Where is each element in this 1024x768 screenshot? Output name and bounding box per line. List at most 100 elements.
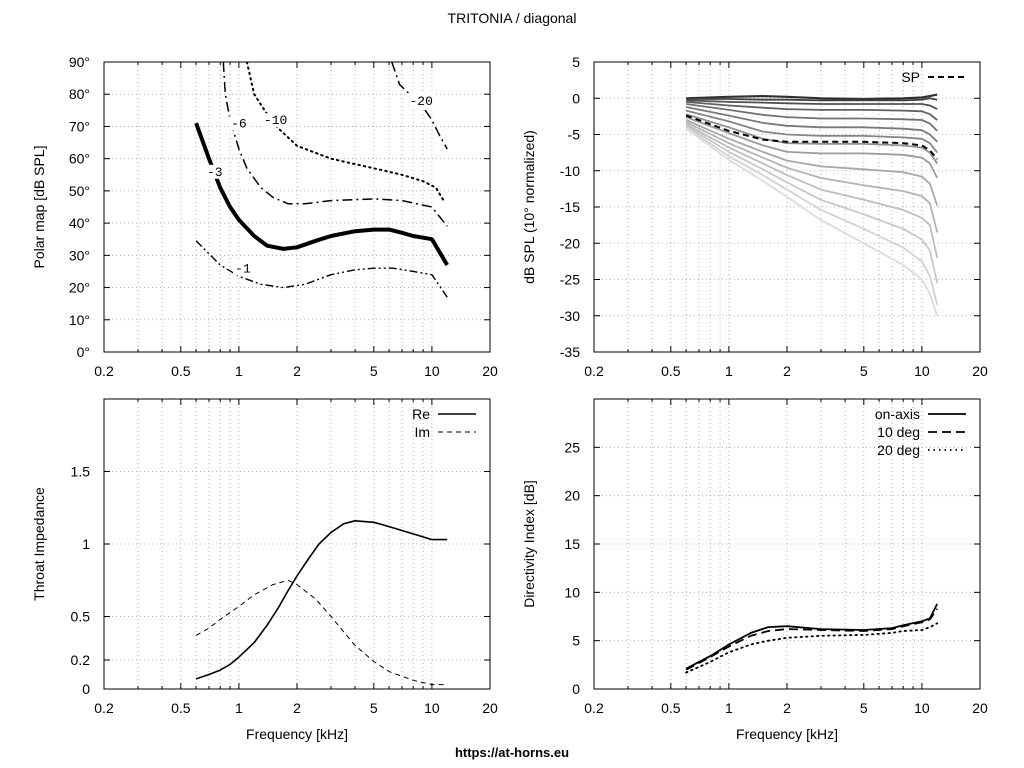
chart-1-series-14 [685, 127, 939, 317]
chart-1-x-tick-label: 0.5 [661, 363, 681, 379]
chart-0-contour-label-bg [407, 93, 436, 108]
chart-0-y-tick-label: 30° [69, 247, 90, 263]
chart-1-ylabel: dB SPL (10° normalized) [521, 130, 537, 284]
chart-1-series-sp [685, 114, 938, 160]
figure-title: TRITONIA / diagonal [448, 10, 577, 26]
chart-1-series-3 [686, 101, 938, 121]
chart-1-legend-label: SP [901, 69, 920, 85]
chart-1-series-9 [685, 119, 939, 206]
chart-0-contour-label: -6 [231, 116, 247, 131]
chart-0-x-tick-label: 1 [235, 363, 243, 379]
chart-1-y-tick-label: -20 [560, 235, 580, 251]
chart-0-x-tick-label: 2 [293, 363, 301, 379]
chart-3-x-tick-label: 0.5 [661, 700, 681, 716]
footer-url: https://at-horns.eu [455, 745, 569, 760]
chart-0-y-tick-label: 90° [69, 54, 90, 70]
chart-2-xlabel: Frequency [kHz] [246, 726, 348, 742]
chart-1-series-7 [685, 113, 938, 165]
chart-1-y-tick-label: -35 [560, 344, 580, 360]
chart-3-legend-label: 20 deg [877, 442, 920, 458]
chart-0-series-contour-10 [245, 62, 445, 202]
chart-0-series-contour-20 [391, 62, 448, 150]
chart-3-x-tick-label: 2 [783, 700, 791, 716]
chart-0-y-tick-label: 20° [69, 280, 90, 296]
chart-0-y-tick-label: 50° [69, 183, 90, 199]
chart-1-series-10 [685, 121, 939, 233]
chart-1-x-tick-label: 10 [914, 363, 930, 379]
chart-3-y-tick-label: 0 [572, 681, 580, 697]
chart-3-y-tick-label: 15 [564, 536, 580, 552]
chart-0-x-tick-label: 10 [424, 363, 440, 379]
chart-1-y-tick-label: 5 [572, 54, 580, 70]
chart-0-x-tick-label: 0.2 [94, 363, 114, 379]
chart-1-x-tick-label: 0.2 [584, 363, 604, 379]
chart-2-plot-area [195, 519, 448, 686]
chart-0-contour-label: -20 [409, 94, 432, 109]
chart-3-frame [593, 398, 981, 690]
polar-map-panel: 0.2 0.5 1 2 5 10 20 0° 10° 20° 30° 40° 50° 60° 70° 80° 9… [31, 54, 498, 379]
chart-1-series-0 [686, 93, 938, 101]
chart-1-series-13 [685, 126, 939, 306]
chart-2-legend-label: Re [412, 406, 430, 422]
chart-1-series-5 [685, 106, 938, 143]
chart-1-y-tick-label: -15 [560, 199, 580, 215]
chart-1-x-tick-label: 20 [972, 363, 988, 379]
chart-0-y-tick-label: 70° [69, 118, 90, 134]
chart-0-contour-label-bg [232, 261, 253, 276]
chart-1-y-tick-label: -5 [568, 127, 581, 143]
chart-3-series-10-deg [685, 608, 938, 671]
chart-2-frame [103, 398, 491, 690]
chart-3-y-tick-label: 20 [564, 488, 580, 504]
chart-0-y-tick-label: 10° [69, 312, 90, 328]
spl-panel: 0.2 0.5 1 2 5 10 20 5 0 -5 -10 -15 -20 -25 -30 -35 dB SP… [521, 54, 988, 379]
chart-3-series-20-deg [685, 622, 939, 674]
chart-0-ylabel: Polar map [dB SPL] [31, 146, 47, 269]
chart-0-contour-label-bg [204, 164, 225, 179]
chart-0-frame [103, 61, 491, 353]
chart-1-x-tick-label: 1 [725, 363, 733, 379]
chart-2-x-tick-label: 10 [424, 700, 440, 716]
chart-2-y-tick-label: 1 [82, 536, 90, 552]
chart-1-series-2 [686, 99, 938, 110]
chart-1-series-8 [685, 116, 939, 179]
chart-3-y-tick-label: 25 [564, 439, 580, 455]
chart-2-y-tick-label: 0.2 [71, 652, 91, 668]
chart-1-x-tick-label: 5 [860, 363, 868, 379]
chart-3-plot-area [685, 603, 939, 674]
chart-2-series-re [195, 519, 448, 680]
chart-0-series-contour-6 [222, 62, 448, 227]
chart-0-contour-label-bg [261, 113, 290, 128]
chart-0-contour-label: -10 [264, 113, 287, 128]
chart-0-y-tick-label: 60° [69, 151, 90, 167]
chart-0-x-tick-label: 0.5 [171, 363, 191, 379]
chart-3-ylabel: Directivity Index [dB] [521, 480, 537, 608]
chart-2-x-tick-label: 2 [293, 700, 301, 716]
chart-0-contour-label-bg [228, 116, 249, 131]
chart-3-x-tick-label: 1 [725, 700, 733, 716]
chart-0-x-tick-label: 5 [370, 363, 378, 379]
chart-3-legend-label: 10 deg [877, 424, 920, 440]
chart-1-x-tick-label: 2 [783, 363, 791, 379]
chart-1-frame [593, 61, 981, 353]
chart-3-x-tick-label: 20 [972, 700, 988, 716]
chart-1-y-tick-label: -10 [560, 163, 580, 179]
chart-0-x-tick-label: 20 [482, 363, 498, 379]
chart-1-plot-area [685, 93, 939, 317]
chart-2-x-tick-label: 0.2 [94, 700, 114, 716]
chart-0-y-tick-label: 40° [69, 215, 90, 231]
chart-0-y-tick-label: 80° [69, 86, 90, 102]
chart-3-y-tick-label: 10 [564, 584, 580, 600]
chart-1-series-11 [685, 123, 939, 258]
chart-3-y-tick-label: 5 [572, 633, 580, 649]
chart-1-series-12 [685, 125, 939, 284]
chart-2-x-tick-label: 20 [482, 700, 498, 716]
chart-3-xlabel: Frequency [kHz] [736, 726, 838, 742]
chart-1-y-tick-label: 0 [572, 90, 580, 106]
chart-2-y-tick-label: 1.5 [71, 464, 91, 480]
chart-0-series-contour-3 [194, 122, 449, 267]
chart-1-series-6 [685, 109, 938, 154]
chart-3-x-tick-label: 0.2 [584, 700, 604, 716]
